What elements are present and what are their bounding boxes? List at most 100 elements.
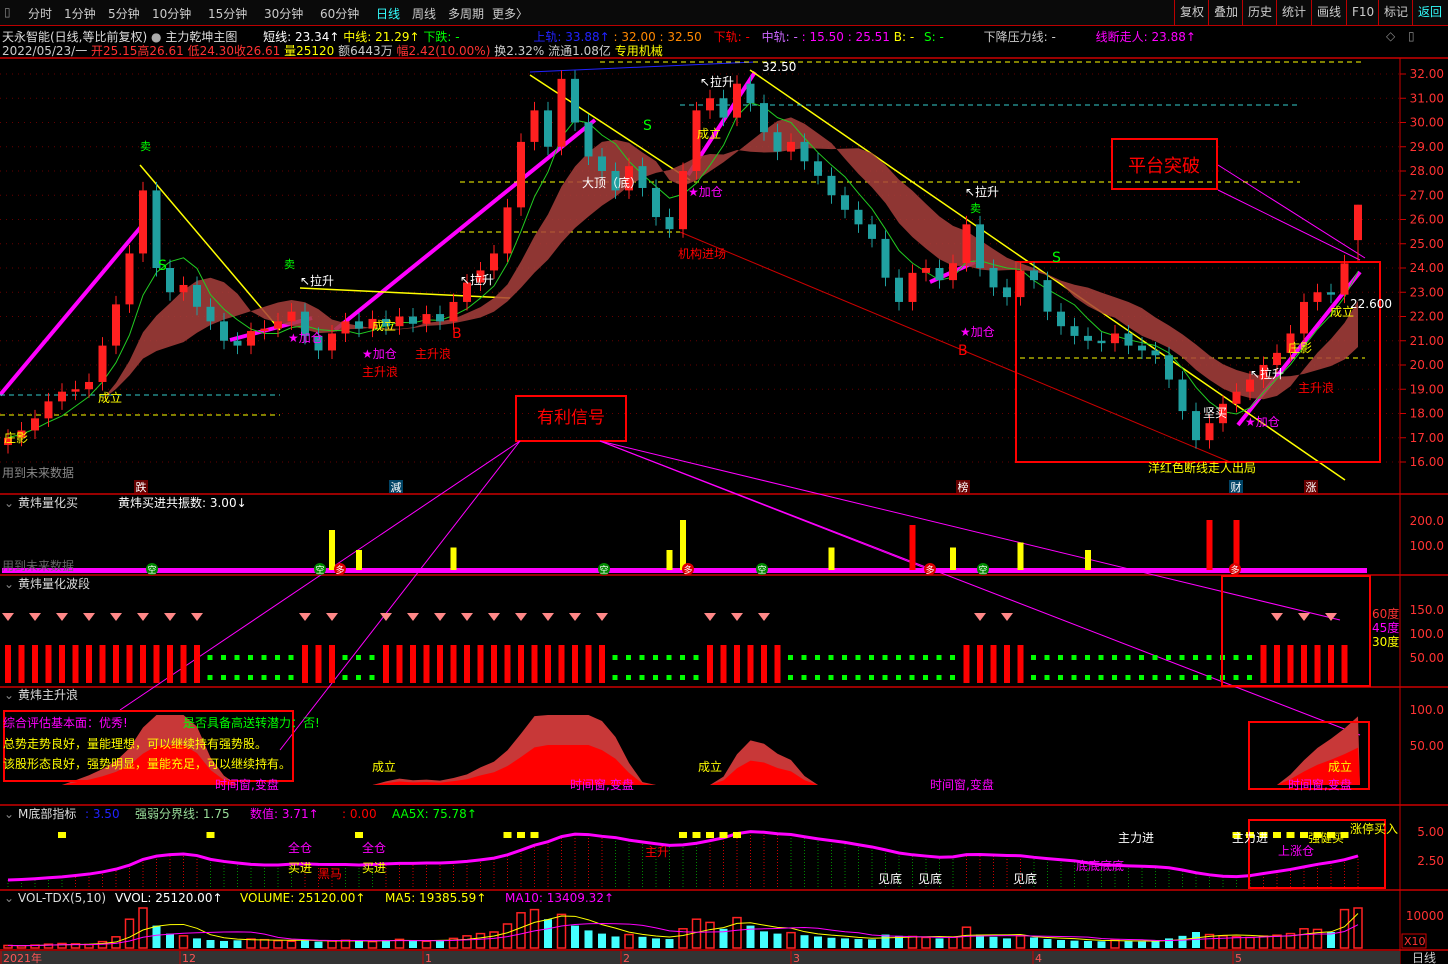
toolbar-button-7[interactable]: 返回 bbox=[1412, 0, 1447, 25]
signal-bar bbox=[666, 550, 673, 570]
candle-body bbox=[1340, 263, 1349, 295]
wave-bar bbox=[518, 645, 524, 683]
wave-dot bbox=[1071, 655, 1077, 660]
price-axis-label: 22.00 bbox=[1410, 310, 1444, 324]
volume-bar bbox=[1165, 938, 1173, 948]
tab-3[interactable]: 10分钟 bbox=[152, 7, 192, 21]
volume-bar bbox=[1110, 939, 1120, 949]
event-marker bbox=[1229, 480, 1243, 493]
diamond-icon bbox=[56, 613, 68, 621]
chart-label: 综合评估基本面：优秀! bbox=[3, 715, 128, 730]
volume-bar bbox=[43, 943, 54, 949]
wave-bar bbox=[5, 645, 11, 683]
volume-bar bbox=[584, 930, 593, 948]
panel-toggle-icon[interactable]: ▯ bbox=[4, 5, 11, 19]
volume-bar bbox=[436, 940, 444, 948]
candle-body bbox=[1043, 280, 1052, 312]
chart-label: 该股形态良好，强势明显，量能充足，可以继续持有。 bbox=[3, 756, 291, 771]
volume-bar bbox=[1043, 939, 1052, 948]
toolbar-button-3[interactable]: 统计 bbox=[1276, 0, 1311, 25]
candle-body bbox=[719, 98, 728, 118]
upper-rail-value: 上轨: 33.88↑ bbox=[533, 30, 610, 44]
volume-bar bbox=[1204, 933, 1215, 949]
candle-body bbox=[1016, 270, 1025, 298]
toolbar-button-5[interactable]: F10 bbox=[1346, 0, 1379, 25]
toolbar-button-0[interactable]: 复权 bbox=[1174, 0, 1209, 25]
diamond-icon bbox=[29, 613, 41, 621]
wave-dot bbox=[275, 675, 280, 680]
candle-body bbox=[895, 277, 903, 302]
wave-bar bbox=[761, 645, 767, 683]
chart-label: 总势走势良好，量能理想，可以继续持有强势股。 bbox=[3, 736, 267, 751]
dropdown-icon[interactable]: ● bbox=[151, 30, 162, 44]
wave-dot bbox=[1233, 675, 1239, 680]
indicator-name[interactable]: 主力乾坤主图 bbox=[165, 30, 238, 44]
favorable-signal-label: 有利信号 bbox=[537, 408, 605, 428]
toolbar-button-1[interactable]: 叠加 bbox=[1208, 0, 1243, 25]
change-value: 幅2.42(10.00%) bbox=[396, 44, 491, 58]
wave-dot bbox=[612, 655, 618, 660]
tab-9[interactable]: 多周期 bbox=[448, 7, 485, 21]
wave-bar bbox=[707, 645, 713, 683]
tab-1[interactable]: 1分钟 bbox=[64, 7, 96, 21]
signal-bar bbox=[356, 550, 362, 570]
arrow-up-icon bbox=[1232, 832, 1241, 838]
diamond-icon[interactable]: ◇ bbox=[1386, 29, 1396, 43]
arrow-up-icon bbox=[692, 832, 701, 838]
diamond-icon bbox=[191, 613, 203, 621]
volume-bar bbox=[571, 925, 579, 948]
wave-bar bbox=[180, 645, 187, 683]
s-signal-label: S bbox=[643, 118, 652, 134]
volume-bar bbox=[1124, 940, 1133, 948]
tab-2[interactable]: 5分钟 bbox=[108, 7, 140, 21]
tab-8[interactable]: 周线 bbox=[412, 7, 437, 21]
volume-bar bbox=[152, 925, 161, 948]
wave-dot bbox=[801, 675, 807, 680]
wave-dot bbox=[1193, 675, 1198, 680]
wave-dot bbox=[1247, 675, 1252, 680]
volume-bar bbox=[314, 941, 323, 948]
tab-0[interactable]: 分时 bbox=[28, 7, 53, 21]
chart-label: MA10: 13409.32↑ bbox=[505, 891, 614, 905]
established-label: 成立 bbox=[1328, 759, 1352, 774]
wave-dot bbox=[1206, 655, 1212, 660]
volume-bar bbox=[516, 912, 526, 949]
signal-badge bbox=[756, 563, 768, 575]
tab-10[interactable]: 更多〉 bbox=[492, 7, 529, 21]
wave-dot bbox=[234, 655, 240, 660]
wave-dot bbox=[950, 655, 955, 660]
m-bottom-axis-label: 2.50 bbox=[1417, 854, 1444, 868]
volume-bar bbox=[1057, 940, 1065, 948]
tab-5[interactable]: 30分钟 bbox=[264, 7, 304, 21]
s-value: S: - bbox=[924, 30, 944, 44]
tab-7[interactable]: 日线 bbox=[376, 7, 401, 21]
volume-bar bbox=[705, 921, 715, 949]
tab-4[interactable]: 15分钟 bbox=[208, 7, 248, 21]
wave-dot bbox=[815, 655, 820, 660]
event-marker bbox=[1304, 480, 1318, 493]
volume-bar bbox=[1070, 940, 1079, 948]
volume-bar bbox=[259, 938, 270, 949]
wave-dot bbox=[1179, 675, 1185, 680]
panel-toggle-icon-right[interactable]: ▯ bbox=[1408, 29, 1415, 43]
toolbar-button-4[interactable]: 画线 bbox=[1311, 0, 1346, 25]
candle-body bbox=[206, 306, 215, 322]
m-bottom-label: 上涨仓 bbox=[1278, 843, 1314, 858]
tab-6[interactable]: 60分钟 bbox=[320, 7, 360, 21]
exit-line-value: 线断走人: 23.88↑ bbox=[1095, 30, 1196, 44]
volume-value: 量25120 bbox=[284, 44, 335, 58]
time-window-label: 时间窗,变盘 bbox=[570, 777, 634, 792]
wave-bar bbox=[464, 645, 470, 683]
toolbar-button-6[interactable]: 标记 bbox=[1378, 0, 1413, 25]
candle-body bbox=[463, 282, 471, 302]
b-value: B: - bbox=[893, 30, 915, 44]
wave-bar bbox=[410, 645, 416, 683]
pull-up-label: ↖拉升 bbox=[300, 273, 334, 288]
volume-bar bbox=[691, 918, 702, 949]
trend-line bbox=[1217, 164, 1366, 259]
date-label: 3 bbox=[793, 952, 800, 964]
toolbar-button-2[interactable]: 历史 bbox=[1242, 0, 1277, 25]
collapse-icon: ⌄ bbox=[4, 577, 14, 591]
signal-bar bbox=[450, 547, 457, 570]
